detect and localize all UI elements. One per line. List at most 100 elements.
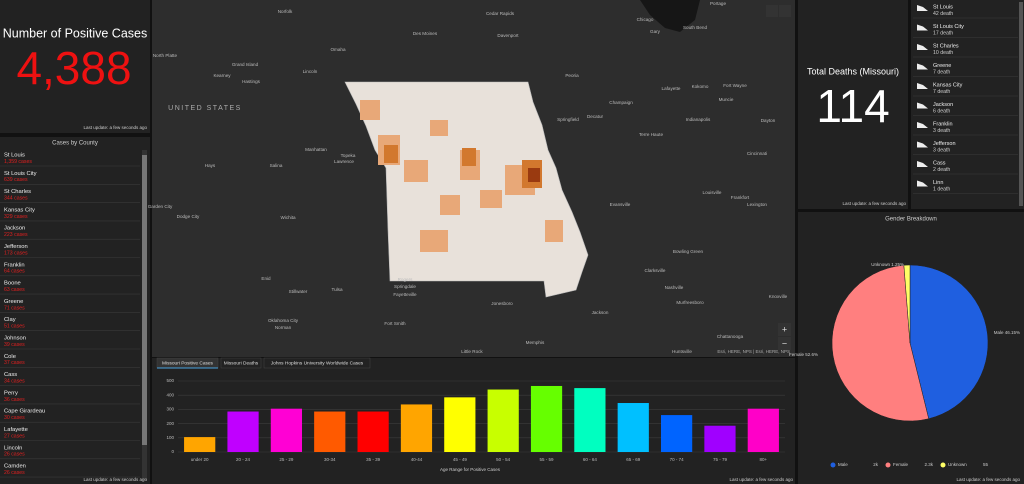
map-label: Fort Smith: [384, 321, 406, 326]
y-tick-label: 0: [171, 449, 174, 454]
county-cases: 329 cases: [4, 214, 28, 220]
map-label: Davenport: [497, 33, 519, 38]
map-label: UNITED STATES: [168, 105, 242, 112]
pin-icon: [917, 83, 928, 89]
map-label: Frankfort: [731, 195, 750, 200]
legend-label: Male: [838, 462, 848, 467]
tool-button[interactable]: [779, 5, 791, 17]
bar: [270, 408, 303, 452]
map-label: Huntsville: [672, 349, 692, 354]
county-cases: 36 cases: [4, 397, 25, 403]
map-label: Wichita: [280, 215, 296, 220]
county-name: Camden: [4, 464, 26, 470]
bar: [530, 385, 563, 452]
map-label: Cincinnati: [747, 151, 767, 156]
county-deaths: 1 death: [933, 186, 950, 192]
legend-label: Unknown: [948, 462, 967, 467]
map-label: Kearney: [213, 73, 231, 78]
bar: [444, 397, 476, 452]
y-tick-label: 500: [166, 378, 174, 383]
county-name: Franklin: [933, 121, 953, 127]
map-label: Omaha: [330, 47, 346, 52]
county-name: Greene: [4, 299, 23, 305]
map-label: Lincoln: [303, 69, 318, 74]
panel-title: Cases by County: [52, 141, 98, 147]
x-tick-label: 40-44: [411, 457, 423, 462]
tab-label[interactable]: Missouri Deaths: [224, 360, 259, 366]
map-label: Topeka: [341, 153, 356, 158]
y-tick-label: 400: [166, 392, 174, 397]
bar: [487, 389, 519, 452]
update-note: Last update: a few seconds ago: [956, 477, 1020, 482]
tab-label[interactable]: Johns Hopkins University Worldwide Cases: [271, 360, 364, 366]
pin-icon: [917, 24, 928, 31]
map-label: Terre Haute: [639, 132, 663, 137]
x-tick-label: under 20: [191, 457, 209, 462]
map-label: Fayetteville: [393, 292, 417, 297]
zoom-in[interactable]: +: [782, 324, 787, 334]
map-label: Norfolk: [278, 9, 293, 14]
county-cases: 639 cases: [4, 177, 28, 183]
x-tick-label: 25 - 29: [279, 457, 294, 462]
county-deaths: 2 death: [933, 167, 950, 173]
county-name: Cape Girardeau: [4, 409, 45, 415]
attribution: Esri, HERE, NPS | Esri, HERE, NPS: [717, 349, 790, 354]
pie-slice: [909, 264, 989, 420]
pin-icon: [917, 63, 928, 70]
pin-icon: [917, 5, 928, 11]
tab[interactable]: [220, 357, 262, 369]
bar: [227, 411, 259, 452]
map-label: Hays: [205, 163, 216, 168]
county-name: Linn: [933, 180, 943, 186]
pin-icon: [917, 161, 928, 167]
panel-title: Total Deaths (Missouri): [807, 66, 899, 76]
tab-label[interactable]: Missouri Positive Cases: [162, 360, 214, 366]
zoom-out[interactable]: −: [782, 338, 787, 348]
y-tick-label: 100: [166, 435, 174, 440]
tool-button[interactable]: [766, 5, 778, 17]
map-label: Rogers: [398, 277, 414, 282]
map-tools[interactable]: [766, 5, 791, 350]
map-label: Dodge City: [177, 214, 200, 219]
legend-swatch: [885, 462, 891, 468]
county-cases: 344 cases: [4, 195, 28, 201]
county-name: Lincoln: [4, 445, 22, 451]
x-tick-label: 80+: [760, 457, 768, 462]
county-name: Jefferson: [933, 141, 956, 147]
legend-swatch: [830, 462, 836, 468]
county-cases: 27 cases: [4, 433, 25, 439]
map-label: Chattanooga: [717, 334, 744, 339]
pin-icon: [917, 180, 928, 187]
bar: [574, 388, 606, 452]
slice-name: Unknown: [871, 262, 890, 267]
x-tick-label: 70 - 74: [670, 457, 685, 462]
scrollbar[interactable]: [1019, 2, 1023, 206]
map-label: Grand Island: [232, 62, 259, 67]
panel-title: Gender Breakdown: [885, 217, 937, 223]
slice-label: Unknown 1.25%: [871, 262, 904, 267]
scroll-thumb[interactable]: [142, 155, 147, 445]
zoom-button[interactable]: [778, 323, 791, 336]
legend-label: Female: [893, 462, 909, 467]
map-label: Murfreesboro: [676, 300, 704, 305]
map-label: Salina: [270, 163, 283, 168]
county-name: Cole: [4, 354, 16, 360]
bar: [747, 408, 779, 452]
panel: [0, 0, 150, 133]
zoom-button[interactable]: [778, 337, 791, 350]
county-name: Lafayette: [4, 427, 28, 433]
county-name: Johnson: [4, 336, 26, 342]
county-name: St Charles: [4, 189, 31, 195]
map-label: Peoria: [565, 73, 579, 78]
x-tick-label: 45 - 49: [453, 457, 468, 462]
map-label: Bowling Green: [673, 249, 704, 254]
panel-title: Number of Positive Cases: [3, 26, 148, 40]
map-label: Springfield: [557, 117, 579, 122]
county-name: Franklin: [4, 262, 25, 268]
county-name: Jefferson: [4, 244, 28, 250]
county-cases: 30 cases: [4, 415, 25, 421]
tab[interactable]: [263, 357, 371, 369]
county-name: Jackson: [933, 102, 953, 108]
county-cases: 223 cases: [4, 232, 28, 238]
axis-label: Age Range for Positive Cases: [440, 467, 501, 472]
